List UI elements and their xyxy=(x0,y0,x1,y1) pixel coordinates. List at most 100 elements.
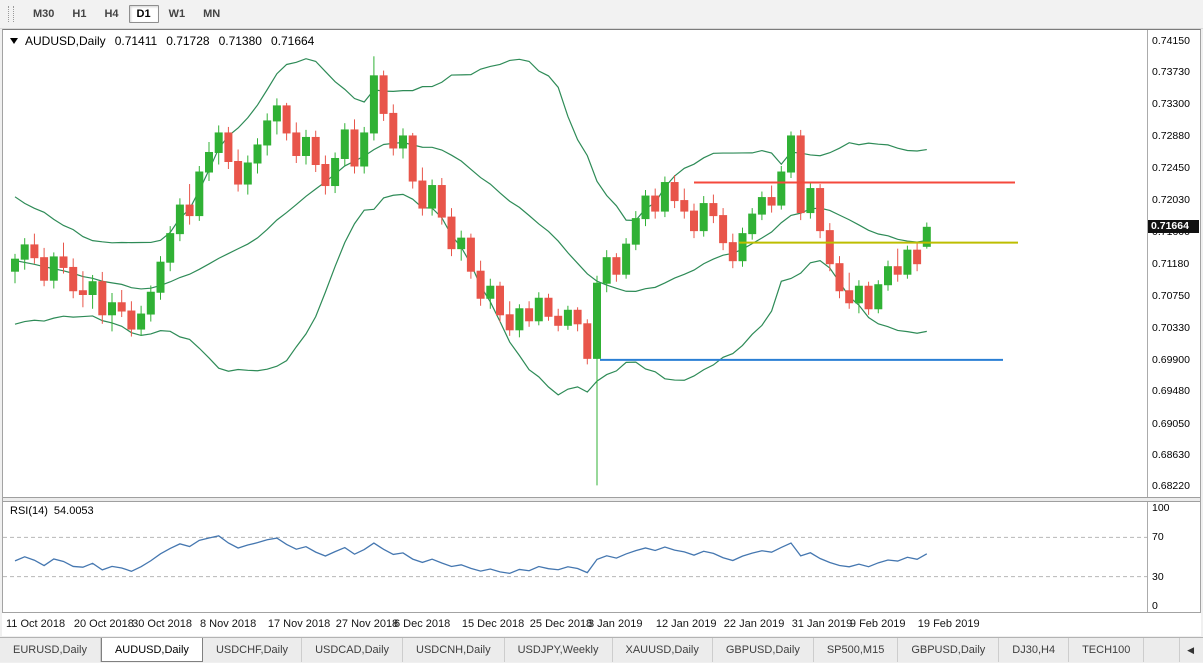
candle xyxy=(486,278,495,309)
candle xyxy=(505,301,514,336)
candle xyxy=(360,126,369,174)
panel-divider[interactable] xyxy=(3,497,1200,502)
candle xyxy=(845,272,854,309)
tab-usdchf-daily-2[interactable]: USDCHF,Daily xyxy=(203,638,303,662)
candle xyxy=(670,175,679,209)
candle xyxy=(563,305,572,330)
timeframe-toolbar: M30 H1 H4 D1 W1 MN xyxy=(0,0,1203,29)
price-scale[interactable]: 0.74150 0.73730 0.73300 0.72880 0.72450 0.720… xyxy=(1147,30,1200,497)
timeframe-button-m30[interactable]: M30 xyxy=(33,8,55,20)
candle xyxy=(117,289,126,318)
tab-tech100-11[interactable]: TECH100 xyxy=(1069,638,1145,662)
time-label: 15 Dec 2018 xyxy=(461,618,525,630)
candle xyxy=(418,167,427,216)
candle xyxy=(466,233,475,279)
candle xyxy=(622,238,631,279)
candle xyxy=(350,119,359,174)
price-tick-label: 0.69480 xyxy=(1152,385,1190,398)
tab-dj30-h4-10[interactable]: DJ30,H4 xyxy=(999,638,1070,662)
rsi-line xyxy=(14,535,928,575)
rsi-pane[interactable]: RSI(14) 54.0053 100 70 30 0 xyxy=(3,502,1200,612)
rsi-tick-label: 0 xyxy=(1152,600,1158,612)
candle xyxy=(98,271,107,324)
candle xyxy=(913,242,922,272)
timeframe-buttons: M30 H1 H4 D1 W1 MN xyxy=(24,5,229,23)
toolbar-grip[interactable] xyxy=(8,6,14,22)
candle xyxy=(690,203,698,239)
candle xyxy=(69,258,78,299)
candle xyxy=(20,238,29,270)
price-tick-label: 0.72030 xyxy=(1152,193,1190,206)
candle xyxy=(738,227,747,267)
price-chart-pane[interactable]: AUDUSD,Daily 0.71411 0.71728 0.71380 0.7… xyxy=(3,30,1200,497)
time-label: 19 Feb 2019 xyxy=(917,618,980,630)
candle xyxy=(796,129,805,221)
candle xyxy=(40,247,49,287)
time-label: 20 Oct 2018 xyxy=(73,618,134,630)
tab-usdjpy-weekly-5[interactable]: USDJPY,Weekly xyxy=(505,638,613,662)
candle xyxy=(195,166,204,221)
candle xyxy=(399,128,407,159)
candle xyxy=(544,293,553,321)
price-tick-label: 0.73730 xyxy=(1152,66,1190,79)
chart-title: AUDUSD,Daily 0.71411 0.71728 0.71380 0.7… xyxy=(10,34,314,48)
candle xyxy=(224,126,233,170)
rsi-canvas[interactable] xyxy=(3,502,1148,612)
time-label: 31 Jan 2019 xyxy=(791,618,853,630)
candle xyxy=(263,113,272,156)
time-label: 8 Nov 2018 xyxy=(200,618,257,630)
timeframe-button-w1[interactable]: W1 xyxy=(168,8,186,20)
candle xyxy=(709,194,718,224)
tab-gbpusd-daily-7[interactable]: GBPUSD,Daily xyxy=(713,638,814,662)
tab-xauusd-daily-6[interactable]: XAUUSD,Daily xyxy=(613,638,713,662)
candle xyxy=(602,250,611,293)
price-chart-canvas[interactable] xyxy=(3,30,1148,497)
price-tick-label: 0.74150 xyxy=(1152,34,1190,47)
candle xyxy=(496,281,504,323)
tab-usdcnh-daily-4[interactable]: USDCNH,Daily xyxy=(403,638,505,662)
tabs-scroll-left-button[interactable]: ◀ xyxy=(1179,638,1201,662)
timeframe-button-d1[interactable]: D1 xyxy=(128,5,159,23)
tab-usdcad-daily-3[interactable]: USDCAD,Daily xyxy=(302,638,404,662)
candle xyxy=(379,70,388,121)
time-label: 12 Jan 2019 xyxy=(655,618,717,630)
symbol-tabbar: EURUSD,Daily AUDUSD,Daily USDCHF,Daily USDC… xyxy=(0,637,1203,662)
time-label: 17 Nov 2018 xyxy=(267,618,331,630)
candle xyxy=(156,256,165,300)
candle xyxy=(728,233,737,269)
timeframe-button-h4[interactable]: H4 xyxy=(104,8,119,20)
rsi-tick-label: 100 xyxy=(1152,502,1170,514)
candle xyxy=(292,122,301,163)
tab-sp500-m15-8[interactable]: SP500,M15 xyxy=(814,638,899,662)
tab-gbpusd-daily-9[interactable]: GBPUSD,Daily xyxy=(898,638,1000,662)
price-tick-label: 0.73300 xyxy=(1152,98,1190,111)
candle xyxy=(437,178,446,225)
candle xyxy=(641,190,650,227)
candle xyxy=(835,256,844,299)
chart-symbol-label: AUDUSD,Daily xyxy=(25,34,106,48)
quick-trade-arrow-icon[interactable] xyxy=(10,38,18,44)
tab-eurusd-daily-0[interactable]: EURUSD,Daily xyxy=(0,638,101,662)
candle xyxy=(651,188,660,219)
candle xyxy=(302,129,310,165)
rsi-scale[interactable]: 100 70 30 0 xyxy=(1147,502,1200,612)
tab-audusd-daily-1[interactable]: AUDUSD,Daily xyxy=(100,638,203,662)
candle xyxy=(903,245,912,279)
candle xyxy=(243,155,252,195)
timeframe-button-mn[interactable]: MN xyxy=(203,8,221,20)
candle xyxy=(408,132,417,189)
time-axis[interactable]: 11 Oct 2018 20 Oct 2018 30 Oct 2018 8 Nov 2… xyxy=(2,613,1201,636)
candle xyxy=(583,319,592,365)
rsi-tick-label: 70 xyxy=(1152,531,1164,544)
candle xyxy=(777,166,786,210)
candle xyxy=(272,98,281,135)
candle xyxy=(515,304,524,338)
candle xyxy=(593,275,601,486)
current-price-badge: 0.71664 xyxy=(1148,220,1199,234)
timeframe-button-h1[interactable]: H1 xyxy=(72,8,87,20)
price-tick-label: 0.69050 xyxy=(1152,417,1190,430)
price-tick-label: 0.72880 xyxy=(1152,129,1190,142)
time-label: 6 Dec 2018 xyxy=(394,618,451,630)
candle xyxy=(660,176,669,218)
candle xyxy=(108,292,116,332)
